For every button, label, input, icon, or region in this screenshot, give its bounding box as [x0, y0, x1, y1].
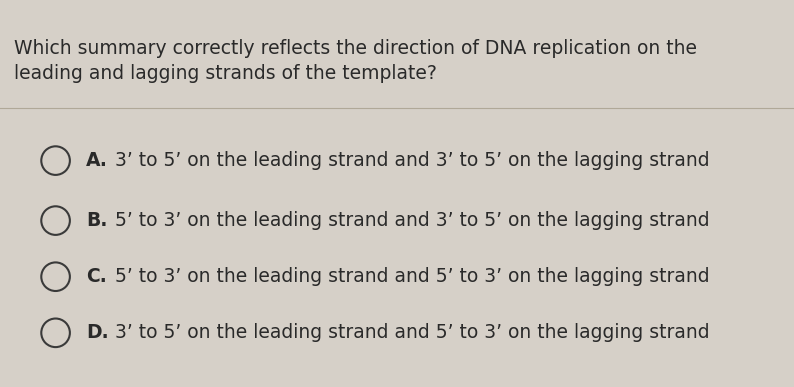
- Text: 5’ to 3’ on the leading strand and 5’ to 3’ on the lagging strand: 5’ to 3’ on the leading strand and 5’ to…: [115, 267, 710, 286]
- Text: A.: A.: [86, 151, 108, 170]
- Text: Which summary correctly reflects the direction of DNA replication on the
leading: Which summary correctly reflects the dir…: [14, 39, 697, 83]
- Text: 5’ to 3’ on the leading strand and 3’ to 5’ on the lagging strand: 5’ to 3’ on the leading strand and 3’ to…: [115, 211, 710, 230]
- Text: B.: B.: [86, 211, 107, 230]
- Text: D.: D.: [86, 323, 108, 342]
- Text: 3’ to 5’ on the leading strand and 3’ to 5’ on the lagging strand: 3’ to 5’ on the leading strand and 3’ to…: [115, 151, 710, 170]
- Text: C.: C.: [86, 267, 106, 286]
- Text: 3’ to 5’ on the leading strand and 5’ to 3’ on the lagging strand: 3’ to 5’ on the leading strand and 5’ to…: [115, 323, 710, 342]
